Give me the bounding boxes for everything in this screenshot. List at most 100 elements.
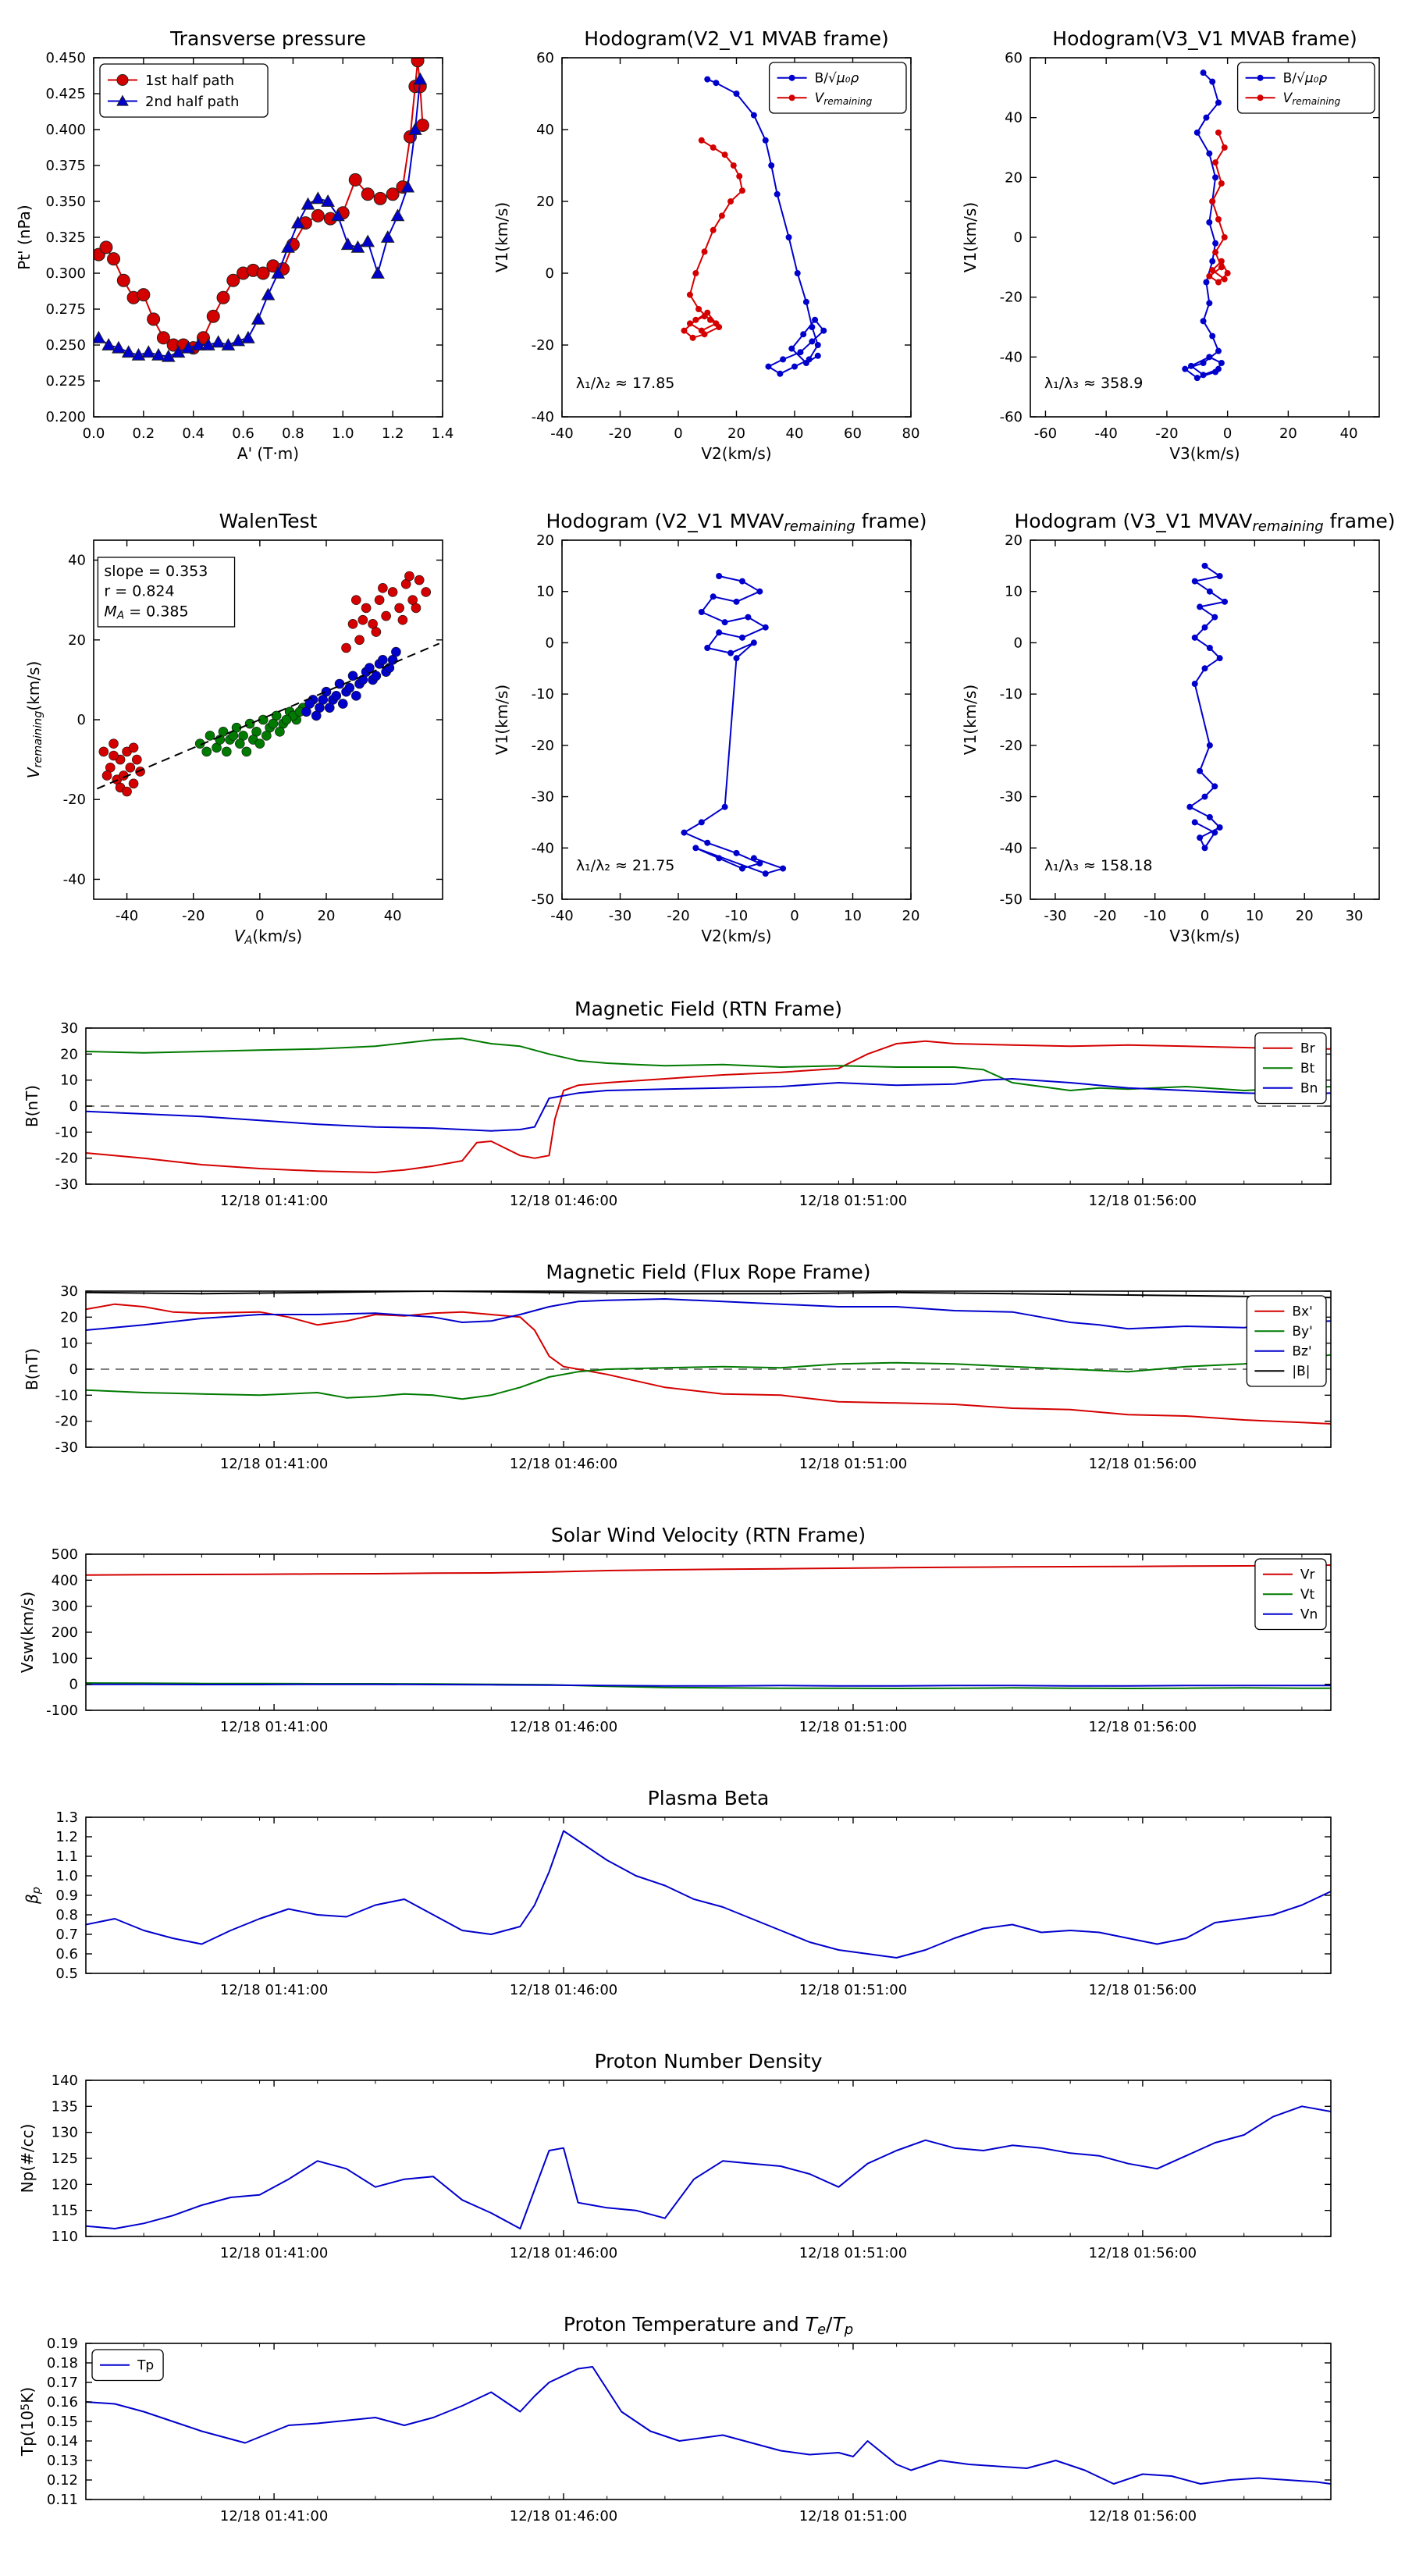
svg-text:0.375: 0.375 bbox=[45, 158, 86, 174]
svg-text:12/18 01:41:00: 12/18 01:41:00 bbox=[220, 2245, 328, 2261]
svg-text:0.18: 0.18 bbox=[47, 2355, 78, 2371]
svg-text:0.17: 0.17 bbox=[47, 2375, 78, 2391]
svg-text:0.14: 0.14 bbox=[47, 2433, 78, 2450]
svg-text:60: 60 bbox=[1005, 50, 1023, 66]
svg-text:-30: -30 bbox=[609, 908, 631, 924]
svg-text:-20: -20 bbox=[1094, 908, 1116, 924]
svg-text:Bt: Bt bbox=[1300, 1061, 1315, 1076]
svg-text:40: 40 bbox=[1005, 110, 1023, 126]
svg-text:-40: -40 bbox=[1000, 349, 1023, 365]
svg-text:V1(km/s): V1(km/s) bbox=[493, 685, 511, 755]
svg-text:0.15: 0.15 bbox=[47, 2414, 78, 2430]
svg-text:20: 20 bbox=[902, 908, 920, 924]
svg-text:120: 120 bbox=[52, 2176, 78, 2193]
svg-text:0.7: 0.7 bbox=[55, 1927, 78, 1943]
svg-text:10: 10 bbox=[1246, 908, 1264, 924]
svg-text:-10: -10 bbox=[55, 1124, 78, 1140]
svg-text:20: 20 bbox=[60, 1309, 78, 1325]
svg-text:-30: -30 bbox=[532, 789, 554, 806]
svg-text:A' (T·m): A' (T·m) bbox=[237, 444, 299, 463]
chart-hodogram-v3v1-mvab: -60 -40 -20 0 20 40 -60 -40 -20 0 20 40 60 Hodogram(V… bbox=[948, 17, 1401, 486]
svg-text:12/18 01:41:00: 12/18 01:41:00 bbox=[220, 2508, 328, 2524]
svg-text:V1(km/s): V1(km/s) bbox=[493, 202, 511, 272]
svg-text:0.325: 0.325 bbox=[45, 229, 86, 246]
svg-text:Hodogram (V3_V1 MVAVremaining: Hodogram (V3_V1 MVAVremaining frame) bbox=[1014, 510, 1395, 535]
svg-text:12/18 01:51:00: 12/18 01:51:00 bbox=[799, 2245, 907, 2261]
chart-magnetic-field-rtn: 12/18 01:41:00 12/18 01:46:00 12/18 01:51:… bbox=[8, 995, 1397, 1229]
svg-text:V1(km/s): V1(km/s) bbox=[961, 685, 980, 755]
svg-text:Magnetic Field (RTN Frame): Magnetic Field (RTN Frame) bbox=[574, 998, 842, 1020]
svg-text:Vn: Vn bbox=[1300, 1607, 1318, 1623]
svg-text:115: 115 bbox=[52, 2203, 78, 2219]
svg-text:0.13: 0.13 bbox=[47, 2453, 78, 2469]
svg-text:20: 20 bbox=[1296, 908, 1314, 924]
svg-text:400: 400 bbox=[52, 1572, 78, 1589]
chart-proton-temperature: 12/18 01:41:00 12/18 01:46:00 12/18 01:51:… bbox=[8, 2311, 1397, 2545]
svg-text:Tp: Tp bbox=[137, 2358, 154, 2374]
svg-text:0.19: 0.19 bbox=[47, 2336, 78, 2352]
chart-hodogram-v3v1-mvav: -30 -20 -10 0 10 20 30 -50 -40 -30 -20 -10 0 10 20 Hodo… bbox=[948, 500, 1401, 968]
svg-text:0: 0 bbox=[1014, 229, 1023, 246]
svg-text:-40: -40 bbox=[550, 908, 573, 924]
svg-text:Pt' (nPa): Pt' (nPa) bbox=[15, 205, 34, 269]
svg-text:10: 10 bbox=[60, 1073, 78, 1089]
svg-text:10: 10 bbox=[60, 1336, 78, 1352]
svg-text:0.9: 0.9 bbox=[55, 1888, 78, 1904]
svg-text:20: 20 bbox=[60, 1046, 78, 1062]
svg-text:B/√μ₀ρ: B/√μ₀ρ bbox=[815, 71, 859, 87]
svg-text:-50: -50 bbox=[532, 891, 554, 908]
svg-text:30: 30 bbox=[1346, 908, 1364, 924]
svg-text:0.8: 0.8 bbox=[282, 425, 304, 442]
svg-text:0: 0 bbox=[255, 908, 264, 924]
svg-text:12/18 01:56:00: 12/18 01:56:00 bbox=[1089, 1193, 1197, 1209]
svg-text:10: 10 bbox=[536, 584, 554, 600]
svg-text:12/18 01:46:00: 12/18 01:46:00 bbox=[510, 1719, 617, 1735]
svg-text:-20: -20 bbox=[182, 908, 205, 924]
svg-text:1.2: 1.2 bbox=[55, 1829, 78, 1845]
svg-text:-10: -10 bbox=[725, 908, 748, 924]
svg-text:r = 0.824: r = 0.824 bbox=[104, 583, 174, 600]
svg-text:140: 140 bbox=[52, 2073, 78, 2089]
svg-text:0.11: 0.11 bbox=[47, 2492, 78, 2508]
svg-text:-20: -20 bbox=[63, 792, 86, 808]
svg-text:0.425: 0.425 bbox=[45, 86, 86, 102]
svg-text:-20: -20 bbox=[1000, 290, 1023, 306]
svg-text:0.275: 0.275 bbox=[45, 301, 86, 318]
svg-text:0: 0 bbox=[546, 635, 554, 651]
svg-text:0.6: 0.6 bbox=[55, 1946, 78, 1962]
svg-text:0.300: 0.300 bbox=[45, 265, 86, 282]
svg-text:12/18 01:41:00: 12/18 01:41:00 bbox=[220, 1982, 328, 1998]
svg-text:110: 110 bbox=[52, 2229, 78, 2245]
svg-text:-20: -20 bbox=[609, 425, 631, 442]
svg-text:λ₁/λ₃ ≈ 158.18: λ₁/λ₃ ≈ 158.18 bbox=[1044, 857, 1153, 874]
svg-text:-10: -10 bbox=[532, 686, 554, 703]
chart-hodogram-v2v1-mvab: -40 -20 0 20 40 60 80 -40 -20 0 20 40 60 Hodogram(V2_… bbox=[480, 17, 933, 486]
svg-text:-60: -60 bbox=[1034, 425, 1057, 442]
svg-text:20: 20 bbox=[536, 194, 554, 210]
svg-text:1.1: 1.1 bbox=[55, 1848, 78, 1865]
svg-text:-40: -40 bbox=[116, 908, 138, 924]
svg-text:-40: -40 bbox=[63, 871, 86, 888]
svg-text:20: 20 bbox=[536, 532, 554, 549]
svg-text:12/18 01:41:00: 12/18 01:41:00 bbox=[220, 1456, 328, 1472]
svg-text:40: 40 bbox=[384, 908, 402, 924]
svg-text:0.350: 0.350 bbox=[45, 194, 86, 210]
svg-text:40: 40 bbox=[1340, 425, 1358, 442]
svg-text:0: 0 bbox=[77, 712, 86, 728]
svg-text:0: 0 bbox=[1200, 908, 1209, 924]
svg-text:12/18 01:56:00: 12/18 01:56:00 bbox=[1089, 1982, 1197, 1998]
svg-text:Br: Br bbox=[1300, 1041, 1315, 1057]
svg-text:500: 500 bbox=[52, 1546, 78, 1563]
svg-text:0: 0 bbox=[69, 1098, 78, 1115]
svg-text:V2(km/s): V2(km/s) bbox=[701, 444, 771, 463]
svg-text:80: 80 bbox=[902, 425, 920, 442]
svg-text:|B|: |B| bbox=[1292, 1364, 1310, 1379]
svg-text:Solar Wind Velocity (RTN Frame: Solar Wind Velocity (RTN Frame) bbox=[551, 1524, 866, 1546]
svg-text:2nd half path: 2nd half path bbox=[145, 94, 239, 110]
svg-text:200: 200 bbox=[52, 1624, 78, 1641]
svg-text:λ₁/λ₂ ≈ 17.85: λ₁/λ₂ ≈ 17.85 bbox=[576, 375, 675, 392]
svg-text:12/18 01:51:00: 12/18 01:51:00 bbox=[799, 1719, 907, 1735]
chart-proton-number-density: 12/18 01:41:00 12/18 01:46:00 12/18 01:51:… bbox=[8, 2048, 1397, 2282]
svg-text:Hodogram(V2_V1 MVAB frame): Hodogram(V2_V1 MVAB frame) bbox=[584, 27, 888, 50]
